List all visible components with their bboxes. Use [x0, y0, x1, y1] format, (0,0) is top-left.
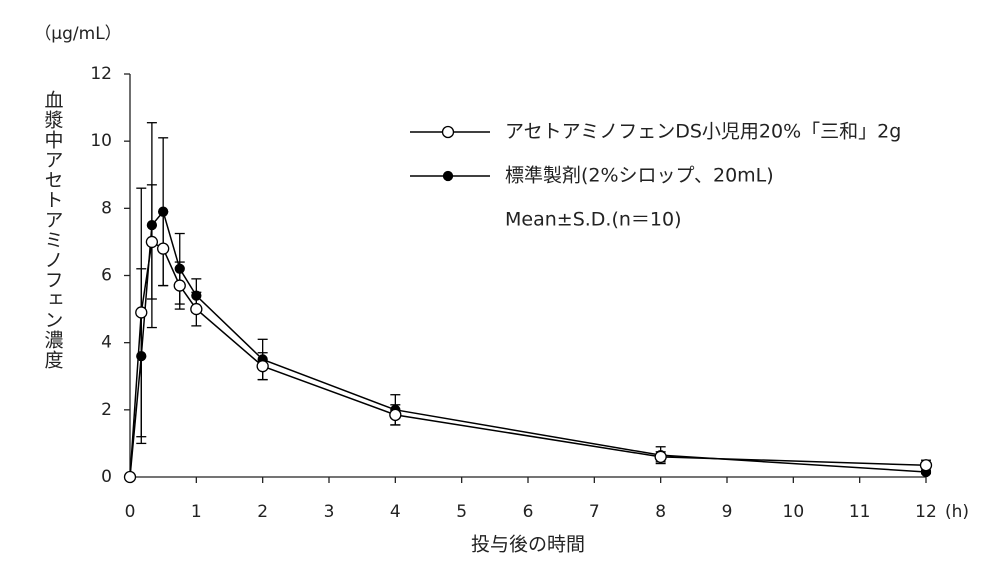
data-point [123, 470, 137, 484]
y-tick-label: 12 [90, 64, 112, 84]
y-tick-label: 8 [101, 198, 112, 218]
x-tick-label: 6 [523, 502, 534, 522]
data-point [389, 408, 402, 422]
note: Mean±S.D.(n＝10) [505, 209, 682, 231]
x-tick-label: 11 [849, 502, 871, 522]
x-tick-label: 0 [125, 502, 136, 522]
legend-label: 標準製剤(2%シロップ、20mL) [505, 165, 774, 187]
legend-label: アセトアミノフェンDS小児用20%「三和」2g [505, 121, 901, 143]
data-point [157, 242, 170, 255]
y-axis-label: 血漿中アセトアミノフェン濃度 [42, 90, 64, 370]
x-tick-label: 8 [655, 502, 666, 522]
data-point [190, 302, 203, 316]
data-point [919, 459, 933, 472]
y-tick-label: 10 [90, 131, 112, 151]
data-point [174, 263, 185, 274]
x-tick-label: 7 [589, 502, 600, 522]
x-axis-label: 投与後の時間 [471, 534, 585, 556]
data-point [135, 306, 148, 319]
data-point [146, 219, 158, 231]
series-line [129, 240, 927, 478]
legend-marker [442, 170, 454, 182]
data-point [173, 279, 186, 292]
y-tick-label: 2 [101, 400, 112, 420]
legend-marker [441, 125, 455, 139]
x-tick-label: 4 [390, 502, 401, 522]
data-point [191, 290, 202, 301]
data-point [136, 350, 147, 362]
data-point [654, 450, 667, 464]
y-tick-label: 6 [101, 266, 112, 286]
x-tick-label: 12 [915, 502, 937, 522]
data-point [256, 360, 269, 373]
x-tick-label: 3 [324, 502, 335, 522]
x-tick-label: 10 [783, 502, 805, 522]
x-tick-label: 2 [257, 502, 268, 522]
series-line [129, 210, 927, 478]
data-point [158, 206, 169, 217]
x-tick-label: 5 [456, 502, 467, 522]
y-tick-label: 4 [101, 333, 112, 353]
y-tick-label: 0 [101, 467, 112, 487]
x-tick-label: 9 [722, 502, 733, 522]
data-point [145, 235, 159, 249]
y-unit: （μg/mL） [34, 24, 121, 44]
x-tick-label: 1 [191, 502, 202, 522]
x-unit: (h) [945, 502, 969, 522]
